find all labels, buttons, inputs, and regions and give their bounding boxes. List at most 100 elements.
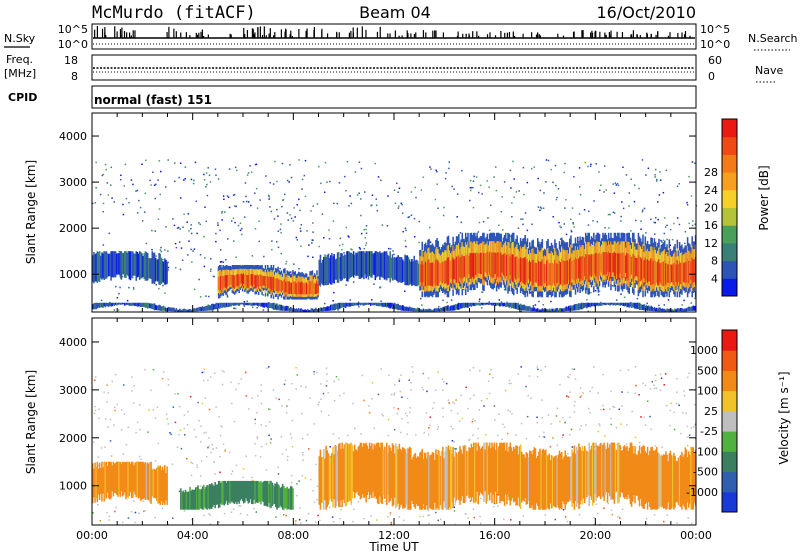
power-cell	[607, 251, 610, 276]
power-cell	[194, 308, 197, 312]
colorbar-tick-label: 100	[697, 385, 718, 398]
power-cell	[222, 275, 224, 290]
power-cell	[159, 253, 162, 285]
power-dot	[628, 205, 630, 207]
velocity-cell	[528, 450, 531, 509]
power-dot	[604, 227, 606, 229]
velocity-cell	[607, 447, 610, 494]
power-dot	[285, 263, 287, 265]
power-cell	[244, 302, 246, 306]
power-cell	[673, 263, 675, 285]
power-cell	[164, 306, 166, 311]
power-cell	[285, 281, 287, 293]
velocity-cell	[668, 453, 671, 510]
power-dot	[254, 228, 257, 230]
velocity-dot	[600, 408, 602, 411]
power-cell	[439, 263, 442, 282]
power-cell	[553, 263, 555, 284]
power-cell	[581, 255, 584, 281]
power-dot	[677, 289, 680, 292]
power-dot	[332, 300, 334, 302]
velocity-dot	[592, 366, 595, 368]
power-cell	[284, 306, 286, 311]
power-dot	[663, 217, 666, 219]
power-cell	[517, 258, 520, 279]
velocity-dot	[598, 443, 601, 446]
velocity-dot	[183, 427, 185, 430]
velocity-dot	[313, 370, 315, 373]
velocity-dot	[360, 433, 362, 435]
power-dot	[482, 220, 485, 223]
power-cell	[308, 284, 310, 295]
velocity-dot	[370, 515, 372, 517]
power-cell	[534, 308, 537, 312]
power-cell	[668, 309, 671, 312]
velocity-dot	[437, 519, 439, 522]
velocity-cell	[128, 461, 131, 497]
velocity-dot	[230, 381, 232, 384]
power-dot	[345, 189, 347, 192]
velocity-dot	[390, 523, 392, 526]
velocity-cell	[363, 442, 365, 498]
power-cell	[435, 308, 437, 312]
velocity-cell	[151, 469, 154, 497]
power-dot	[472, 180, 475, 182]
power-dot	[676, 217, 679, 219]
power-cell	[312, 309, 315, 312]
power-dot	[316, 203, 319, 205]
power-cell	[459, 257, 461, 278]
power-cell	[371, 302, 373, 306]
power-cell	[365, 302, 367, 305]
power-cell	[173, 307, 175, 312]
power-cell	[244, 274, 246, 287]
velocity-dot	[427, 433, 430, 436]
power-dot	[126, 299, 129, 302]
power-cell	[304, 309, 307, 312]
velocity-dot	[423, 432, 426, 434]
power-cell	[128, 302, 131, 306]
velocity-dot	[526, 415, 529, 418]
power-cell	[143, 302, 146, 308]
power-cell	[228, 302, 230, 307]
velocity-dot	[223, 371, 225, 373]
velocity-dot	[520, 422, 523, 425]
power-dot	[478, 298, 481, 300]
power-cell	[424, 309, 427, 312]
velocity-dot	[442, 415, 444, 418]
power-cell	[475, 302, 477, 306]
power-cell	[684, 261, 687, 284]
power-cell	[407, 307, 410, 312]
velocity-cell	[275, 483, 277, 508]
power-cell	[380, 253, 382, 277]
power-dot	[539, 209, 541, 212]
velocity-cell	[687, 451, 690, 508]
velocity-dot	[327, 414, 330, 417]
power-dot	[686, 201, 688, 204]
velocity-dot	[100, 447, 103, 449]
velocity-dot	[469, 397, 472, 400]
velocity-cell	[349, 443, 351, 502]
power-cell	[639, 257, 642, 282]
power-cell	[440, 307, 443, 312]
velocity-dot	[511, 412, 513, 415]
power-cell	[549, 309, 552, 312]
velocity-dot	[278, 398, 280, 401]
power-cell	[288, 308, 291, 312]
velocity-dot	[450, 409, 453, 412]
power-dot	[226, 294, 228, 297]
power-dot	[227, 196, 230, 199]
power-cell	[129, 251, 132, 281]
power-cell	[685, 261, 688, 283]
velocity-cell	[474, 442, 476, 504]
velocity-dot	[571, 368, 574, 370]
velocity-dot	[653, 514, 656, 516]
power-dot	[488, 229, 491, 232]
power-cell	[326, 254, 329, 286]
velocity-dot	[610, 423, 612, 426]
velocity-dot	[411, 366, 414, 368]
power-cell	[545, 264, 547, 283]
power-dot	[478, 221, 481, 224]
power-cell	[609, 253, 611, 273]
velocity-dot	[296, 374, 299, 376]
